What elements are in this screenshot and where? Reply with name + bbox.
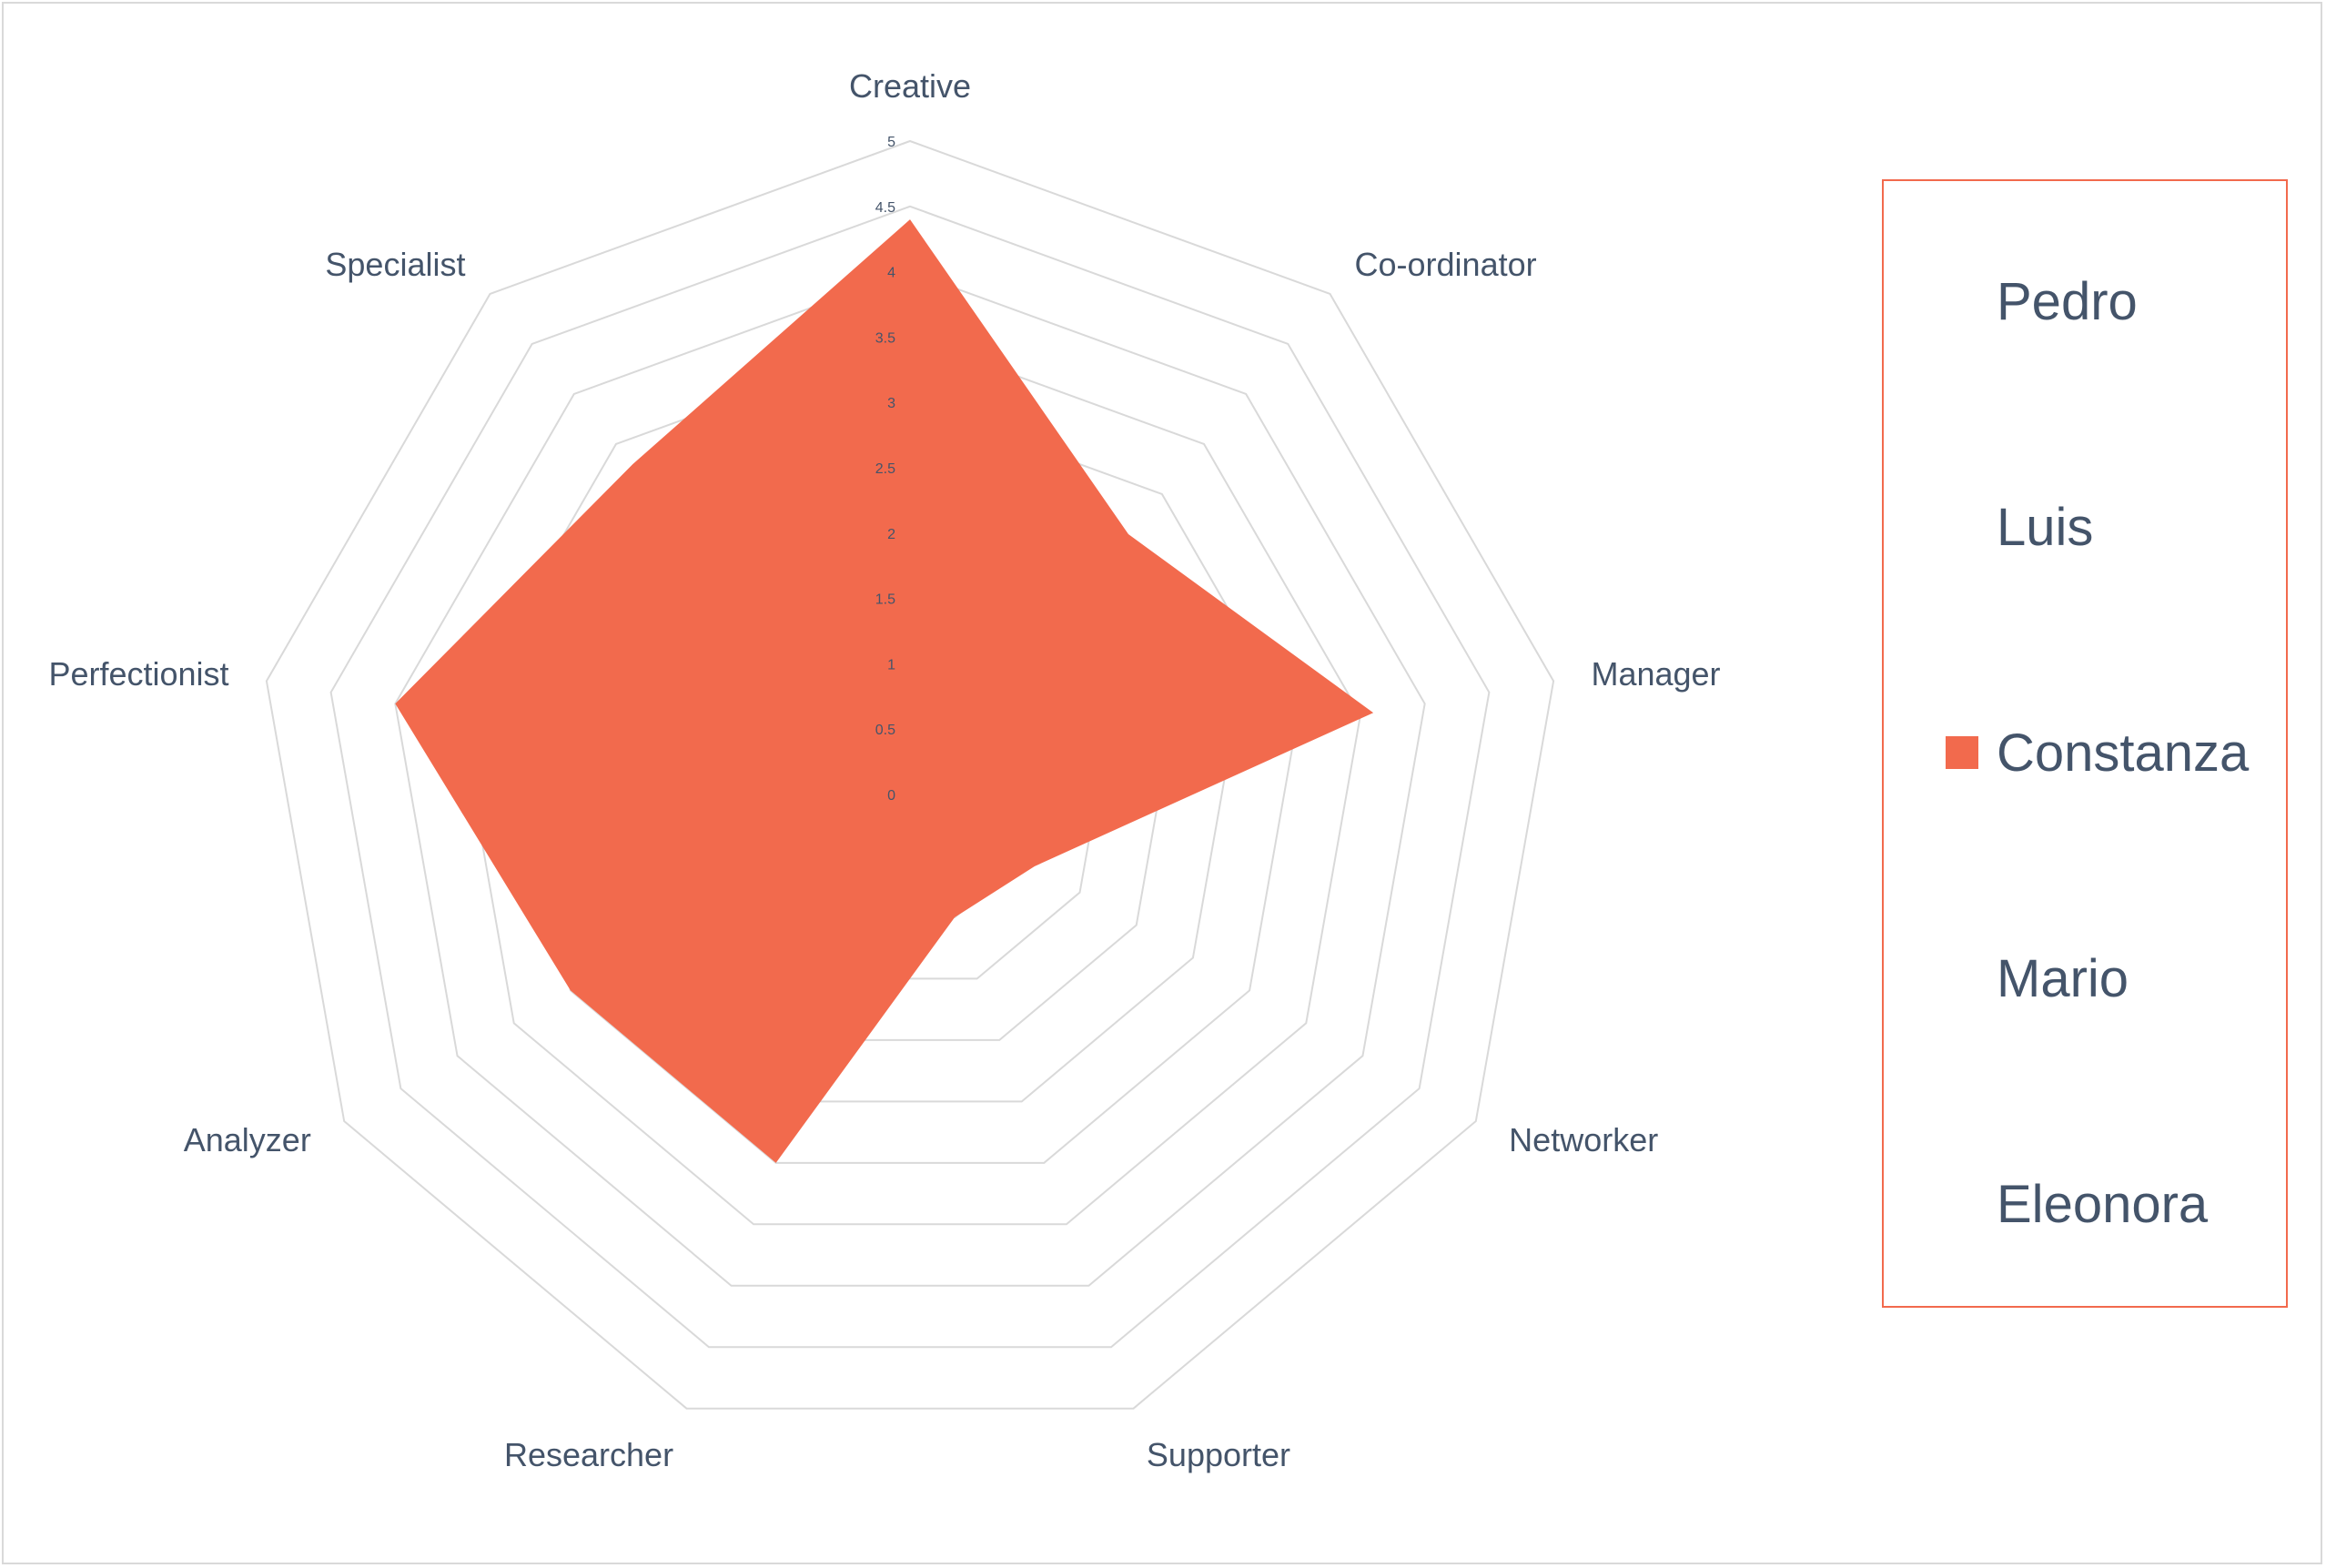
legend-item-constanza[interactable]: Constanza — [1884, 714, 2286, 787]
series-area-constanza — [395, 219, 1374, 1163]
axis-label-manager: Manager — [1591, 655, 1720, 693]
legend-label-pedro: Pedro — [1997, 272, 2138, 331]
tick-label-4: 2 — [887, 527, 895, 542]
grid-ring-10 — [265, 139, 1555, 1410]
axis-label-creative: Creative — [849, 67, 971, 105]
radar-series-layer — [395, 219, 1374, 1163]
radial-tick-labels: 0 0.5 1 1.5 2 2.5 3 3.5 4 4.5 5 — [875, 135, 895, 804]
axis-label-supporter: Supporter — [1147, 1436, 1290, 1473]
grid-ring-9 — [329, 205, 1491, 1349]
tick-label-6: 3 — [887, 396, 895, 411]
legend-item-mario[interactable]: Mario — [1884, 940, 2286, 1013]
legend-label-luis: Luis — [1997, 498, 2094, 557]
tick-label-1: 0.5 — [875, 723, 895, 738]
radar-axis-labels: Creative Co-ordinator Manager Networker Supp… — [48, 67, 1720, 1473]
legend-label-eleonora: Eleonora — [1997, 1175, 2209, 1234]
legend-label-mario: Mario — [1997, 949, 2129, 1008]
legend: Pedro Luis Constanza Mario Eleonora — [1882, 179, 2288, 1308]
tick-label-9: 4.5 — [875, 200, 895, 216]
tick-label-0: 0 — [887, 788, 895, 804]
tick-label-10: 5 — [887, 135, 895, 150]
tick-label-8: 4 — [887, 266, 895, 281]
tick-label-3: 1.5 — [875, 592, 895, 608]
tick-label-5: 2.5 — [875, 461, 895, 477]
tick-label-7: 3.5 — [875, 330, 895, 346]
axis-label-researcher: Researcher — [504, 1436, 673, 1473]
axis-label-co-ordinator: Co-ordinator — [1355, 246, 1537, 283]
legend-item-pedro[interactable]: Pedro — [1884, 263, 2286, 336]
legend-swatch-constanza — [1946, 736, 1978, 769]
legend-label-constanza: Constanza — [1997, 723, 2250, 783]
legend-item-eleonora[interactable]: Eleonora — [1884, 1166, 2286, 1239]
tick-label-2: 1 — [887, 657, 895, 673]
axis-label-specialist: Specialist — [325, 246, 465, 283]
axis-label-networker: Networker — [1509, 1121, 1658, 1158]
grid-ring-8 — [394, 270, 1426, 1287]
legend-item-luis[interactable]: Luis — [1884, 489, 2286, 561]
axis-label-perfectionist: Perfectionist — [48, 655, 228, 693]
axis-label-analyzer: Analyzer — [184, 1121, 311, 1158]
